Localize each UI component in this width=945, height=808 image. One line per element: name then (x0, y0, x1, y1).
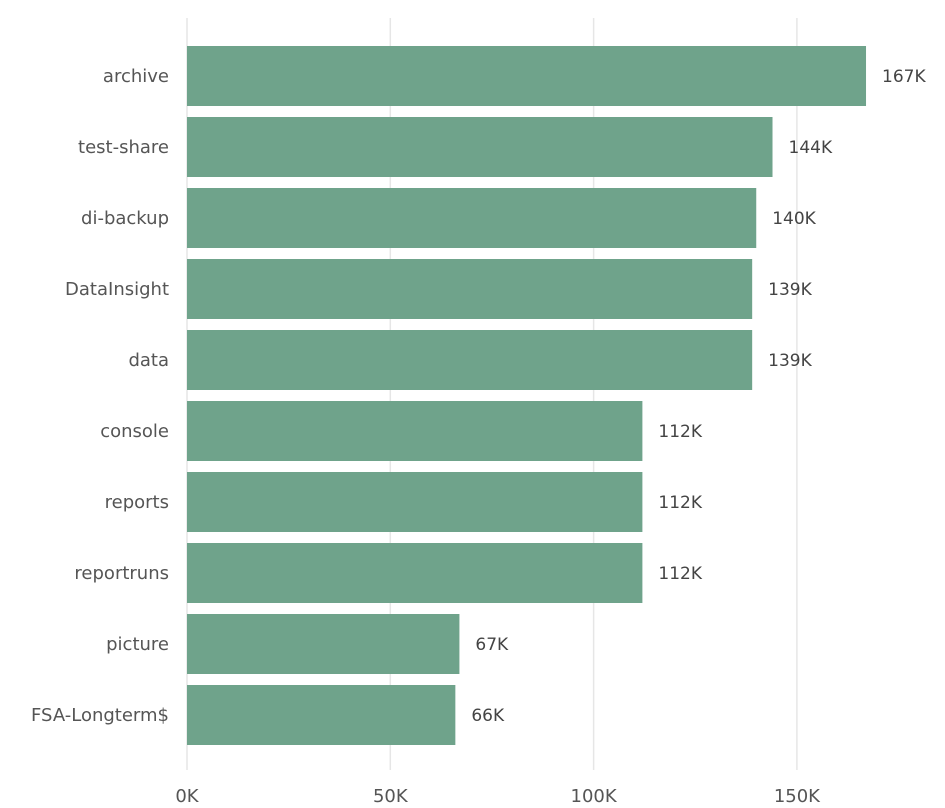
category-label: reports (105, 492, 169, 513)
bar (187, 188, 757, 248)
x-tick-label: 100K (571, 786, 618, 807)
category-label: reportruns (74, 563, 169, 584)
bar (187, 614, 460, 674)
x-tick-label: 0K (175, 786, 199, 807)
x-axis-tick-labels: 0K 50K 100K 150K (175, 786, 821, 807)
category-label: archive (103, 66, 169, 87)
bar (187, 117, 773, 177)
value-label: 66K (471, 706, 505, 726)
category-label: picture (106, 634, 169, 655)
value-label: 112K (658, 564, 702, 584)
category-label: console (100, 421, 169, 442)
category-labels: archive test-share di-backup DataInsight dat… (31, 66, 169, 726)
bar (187, 472, 643, 532)
category-label: test-share (78, 137, 169, 158)
bar (187, 46, 867, 106)
value-label: 139K (768, 280, 812, 300)
bar (187, 401, 643, 461)
value-label: 144K (789, 138, 833, 158)
value-labels: 167K 144K 140K 139K 139K 112K 112K 112K 67K 66K (471, 67, 926, 726)
bar (187, 685, 456, 745)
value-label: 67K (475, 635, 509, 655)
bars (187, 46, 867, 745)
category-label: DataInsight (65, 279, 169, 300)
category-label: data (128, 350, 169, 371)
value-label: 112K (658, 422, 702, 442)
value-label: 112K (658, 493, 702, 513)
value-label: 139K (768, 351, 812, 371)
category-label: di-backup (81, 208, 169, 229)
x-tick-label: 50K (373, 786, 409, 807)
value-label: 167K (882, 67, 926, 87)
value-label: 140K (772, 209, 816, 229)
bar (187, 259, 753, 319)
bar (187, 543, 643, 603)
bar (187, 330, 753, 390)
category-label: FSA-Longterm$ (31, 705, 169, 726)
x-tick-label: 150K (774, 786, 821, 807)
